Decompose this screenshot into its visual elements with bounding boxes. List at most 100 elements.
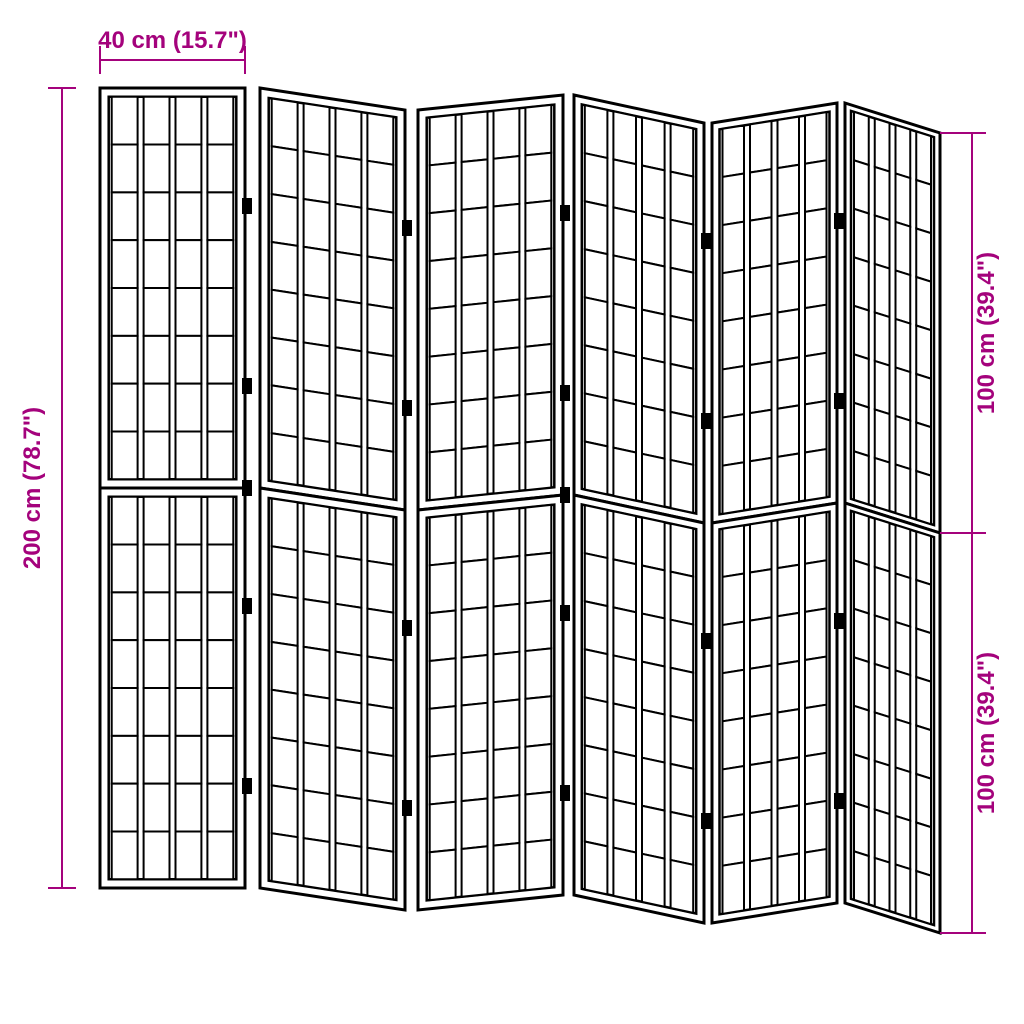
- grid-cell: [367, 304, 393, 356]
- hinge: [701, 413, 711, 429]
- grid-cell: [304, 199, 330, 251]
- grid-cell: [144, 97, 170, 145]
- grid-cell: [750, 617, 772, 669]
- grid-cell: [613, 448, 636, 501]
- hinge: [242, 378, 252, 394]
- grid-cell: [805, 353, 827, 405]
- grid-cell: [613, 303, 636, 356]
- grid-cell: [494, 795, 520, 846]
- grid-cell: [304, 695, 330, 747]
- grid-cell: [176, 288, 202, 336]
- grid-cell: [144, 736, 170, 784]
- hinge: [834, 793, 844, 809]
- grid-cell: [304, 742, 330, 794]
- grid-cell: [613, 559, 636, 612]
- grid-cell: [494, 204, 520, 255]
- grid-cell: [613, 848, 636, 901]
- grid-cell: [750, 569, 772, 621]
- grid-cell: [112, 288, 138, 336]
- grid-cell: [112, 240, 138, 288]
- grid-cell: [336, 508, 362, 560]
- grid-cell: [112, 497, 138, 545]
- grid-cell: [805, 608, 827, 660]
- grid-cell: [896, 416, 911, 469]
- grid-cell: [304, 295, 330, 347]
- hinge: [560, 605, 570, 621]
- grid-cell: [494, 604, 520, 655]
- grid-cell: [723, 766, 745, 818]
- grid-cell: [778, 757, 800, 809]
- grid-cell: [875, 518, 890, 571]
- grid-cell: [367, 609, 393, 661]
- grid-cell: [144, 240, 170, 288]
- grid-cell: [430, 354, 456, 405]
- grid-cell: [875, 312, 890, 365]
- grid-cell: [430, 610, 456, 661]
- grid-cell: [144, 336, 170, 384]
- grid-cell: [778, 613, 800, 665]
- grid-cell: [525, 201, 551, 252]
- grid-cell: [723, 862, 745, 914]
- grid-cell: [494, 652, 520, 703]
- grid-cell: [805, 849, 827, 901]
- grid-cell: [750, 521, 772, 573]
- grid-cell: [144, 545, 170, 593]
- grid-cell: [176, 384, 202, 432]
- grid-cell: [671, 124, 694, 177]
- grid-cell: [144, 784, 170, 832]
- grid-cell: [642, 758, 665, 811]
- grid-cell: [430, 802, 456, 853]
- grid-cell: [750, 713, 772, 765]
- grid-cell: [750, 265, 772, 317]
- grid-cell: [805, 657, 827, 709]
- grid-cell: [613, 752, 636, 805]
- grid-cell: [896, 222, 911, 275]
- grid-cell: [778, 357, 800, 409]
- grid-cell: [916, 326, 931, 379]
- grid-cell: [805, 112, 827, 164]
- grid-cell: [671, 172, 694, 225]
- grid-cell: [585, 745, 608, 798]
- grid-cell: [112, 192, 138, 240]
- grid-cell: [805, 401, 827, 453]
- grid-cell: [430, 306, 456, 357]
- grid-cell: [723, 414, 745, 466]
- grid-cell: [176, 592, 202, 640]
- grid-cell: [367, 256, 393, 308]
- grid-cell: [671, 860, 694, 913]
- grid-cell: [207, 240, 233, 288]
- grid-cell: [613, 511, 636, 564]
- grid-cell: [916, 823, 931, 876]
- grid-cell: [723, 670, 745, 722]
- grid-cell: [272, 290, 298, 342]
- grid-cell: [430, 563, 456, 614]
- grid-cell: [176, 336, 202, 384]
- hinge: [402, 620, 412, 636]
- grid-cell: [585, 201, 608, 254]
- grid-cell: [207, 431, 233, 479]
- grid-cell: [778, 805, 800, 857]
- grid-cell: [896, 670, 911, 723]
- grid-cell: [642, 117, 665, 170]
- grid-cell: [272, 546, 298, 598]
- grid-cell: [367, 400, 393, 452]
- grid-cell: [854, 112, 869, 165]
- grid-cell: [272, 642, 298, 694]
- grid-cell: [525, 696, 551, 747]
- grid-cell: [367, 209, 393, 261]
- grid-cell: [854, 609, 869, 662]
- grid-cell: [585, 649, 608, 702]
- grid-cell: [176, 431, 202, 479]
- grid-cell: [207, 592, 233, 640]
- grid-cell: [336, 204, 362, 256]
- grid-cell: [112, 97, 138, 145]
- grid-cell: [916, 180, 931, 233]
- grid-cell: [176, 97, 202, 145]
- grid-cell: [462, 159, 488, 210]
- grid-cell: [525, 153, 551, 204]
- grid-cell: [207, 192, 233, 240]
- grid-cell: [750, 362, 772, 414]
- grid-cell: [494, 443, 520, 494]
- grid-cell: [613, 352, 636, 405]
- grid-cell: [336, 747, 362, 799]
